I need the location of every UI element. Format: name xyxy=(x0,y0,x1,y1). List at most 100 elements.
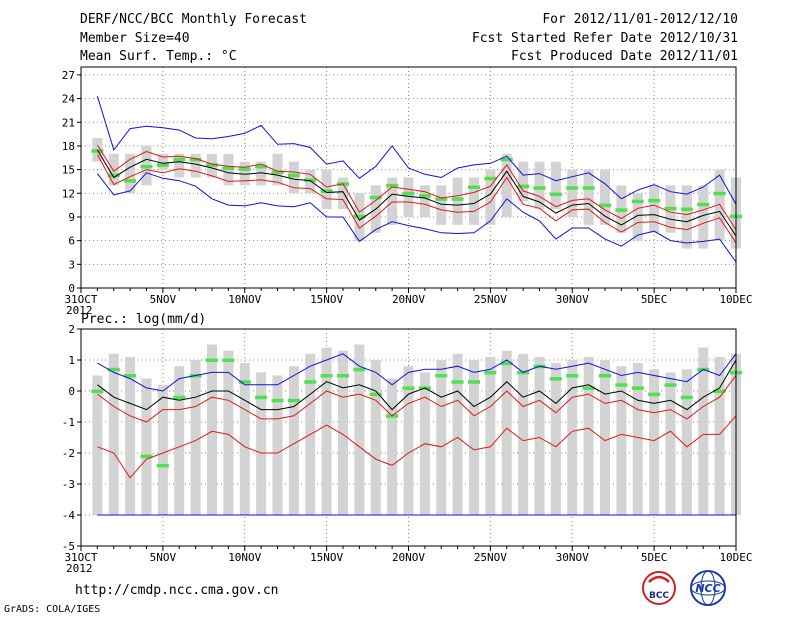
temp-spread-box xyxy=(125,153,136,194)
temp-spread-box xyxy=(469,177,479,225)
temp-spread-box xyxy=(190,153,201,178)
prec-ytick-label: -1 xyxy=(62,416,75,429)
temp-outer-low-line xyxy=(97,172,737,263)
temp-spread-box xyxy=(321,169,332,210)
prec-xtick-label: 20NOV xyxy=(392,551,425,564)
temp-spread-box xyxy=(403,177,414,217)
prec-xtick-label: 31OCT xyxy=(64,551,97,564)
prec-observed-mark xyxy=(353,367,366,372)
prec-observed-mark xyxy=(435,374,448,378)
logos: BCC NCC xyxy=(640,568,740,616)
temp-spread-box xyxy=(108,153,119,186)
temp-observed-mark xyxy=(91,149,104,153)
temp-spread-box xyxy=(518,161,529,202)
prec-observed-mark xyxy=(468,380,480,384)
prec-spread-box xyxy=(370,360,381,515)
prec-observed-mark xyxy=(599,374,611,378)
prec-observed-mark xyxy=(615,383,628,387)
prec-spread-box xyxy=(207,344,217,515)
temp-spread-box xyxy=(485,169,496,225)
temp-xtick-label: 15NOV xyxy=(310,293,343,306)
prec-spread-box xyxy=(485,356,496,515)
prec-outer-high-line xyxy=(97,353,737,392)
temp-xtick-label: 20NOV xyxy=(392,293,425,306)
temp-observed-mark xyxy=(287,173,300,178)
temp-spread-box xyxy=(272,153,283,186)
temp-spread-box xyxy=(239,161,250,186)
prec-observed-mark xyxy=(664,383,677,387)
prec-observed-mark xyxy=(451,380,464,384)
prec-spread-box xyxy=(141,378,152,515)
prec-spread-box xyxy=(550,363,561,515)
prec-panel-title: Prec.: log(mm/d) xyxy=(81,312,206,327)
prec-spread-box xyxy=(321,347,332,515)
prec-spread-box xyxy=(616,366,627,515)
temp-ytick-label: 6 xyxy=(68,235,75,248)
prec-spread-box xyxy=(174,366,185,515)
prec-observed-mark xyxy=(91,389,104,393)
temp-spread-box xyxy=(419,185,430,217)
prec-observed-mark xyxy=(549,377,562,381)
temp-observed-mark xyxy=(631,199,644,204)
prec-ytick-label: -3 xyxy=(62,478,75,491)
temp-spread-box xyxy=(567,169,578,217)
temp-observed-mark xyxy=(615,208,628,212)
temp-ytick-label: 12 xyxy=(62,187,75,200)
temp-spread-box xyxy=(338,177,348,210)
temp-observed-mark xyxy=(369,195,382,200)
temp-observed-mark xyxy=(680,207,693,212)
temp-observed-mark xyxy=(484,176,497,181)
member-size: Member Size=40 xyxy=(80,31,190,46)
temp-observed-mark xyxy=(418,194,431,198)
temp-spread-box xyxy=(288,161,299,194)
prec-observed-mark xyxy=(238,380,251,384)
temp-ytick-label: 21 xyxy=(62,116,75,129)
prec-observed-mark xyxy=(337,374,349,378)
prec-spread-box xyxy=(534,356,545,515)
temp-observed-mark xyxy=(402,191,415,196)
temp-ytick-label: 3 xyxy=(68,258,75,271)
temp-observed-mark xyxy=(140,164,153,169)
temp-observed-mark xyxy=(304,178,317,182)
variable-label: Mean Surf. Temp.: °C xyxy=(80,49,237,64)
prec-observed-mark xyxy=(304,380,317,384)
prec-observed-mark xyxy=(631,386,644,390)
prec-spread-box xyxy=(452,353,463,515)
prec-spread-box xyxy=(256,372,267,515)
prec-observed-mark xyxy=(582,386,595,390)
produced-date: Fcst Produced Date 2012/11/01 xyxy=(511,49,738,64)
temp-observed-mark xyxy=(468,185,480,189)
temp-observed-mark xyxy=(320,189,333,193)
temp-median-line xyxy=(96,149,737,237)
prec-inner-low-line xyxy=(97,415,737,479)
temp-observed-mark xyxy=(222,166,235,171)
source-url[interactable]: http://cmdp.ncc.cma.gov.cn xyxy=(75,583,279,598)
temp-observed-mark xyxy=(566,186,579,190)
temp-observed-mark xyxy=(238,167,251,171)
temp-observed-mark xyxy=(549,192,562,197)
prec-xtick-label: 15NOV xyxy=(310,551,343,564)
temp-observed-mark xyxy=(206,163,218,167)
temp-observed-mark xyxy=(500,157,513,162)
prec-spread-box xyxy=(698,347,709,515)
prec-spread-box xyxy=(600,360,610,515)
prec-observed-mark xyxy=(124,374,137,378)
prec-spread-box xyxy=(501,350,512,515)
prec-spread-box xyxy=(436,360,447,515)
temp-ytick-label: 18 xyxy=(62,140,75,153)
prec-ytick-label: 1 xyxy=(68,354,75,367)
prec-observed-mark xyxy=(500,361,513,366)
temp-observed-mark xyxy=(648,198,661,203)
prec-observed-mark xyxy=(173,395,186,400)
temp-spread-box xyxy=(387,177,398,225)
prec-spread-box xyxy=(354,344,365,515)
prec-observed-mark xyxy=(140,454,153,459)
temp-ytick-label: 15 xyxy=(62,164,75,177)
temp-xtick-label: 10DEC xyxy=(719,293,752,306)
temp-observed-mark xyxy=(664,206,677,211)
temp-observed-mark xyxy=(517,184,530,189)
prec-spread-box xyxy=(518,353,529,515)
prec-observed-mark xyxy=(484,370,497,375)
prec-spread-box xyxy=(338,350,348,515)
temp-observed-mark xyxy=(386,183,399,188)
